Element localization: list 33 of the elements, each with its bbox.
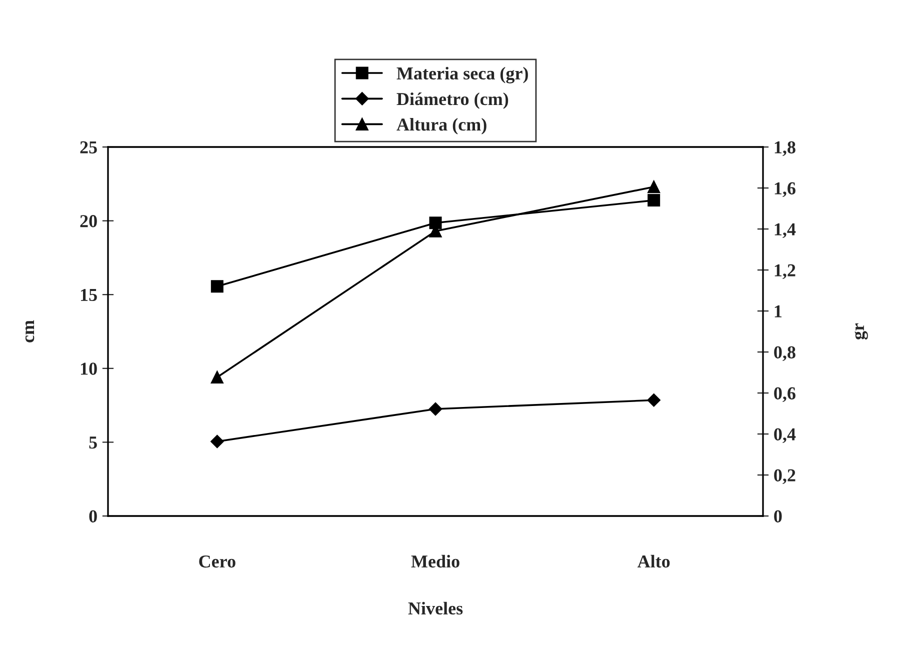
point — [429, 216, 442, 230]
y2-tick-label: 0,8 — [774, 346, 796, 362]
y2-tick-label: 1,6 — [774, 182, 796, 198]
y2-tick-label: 1,4 — [774, 223, 796, 238]
x-tick-label: Alto — [637, 554, 670, 568]
y-axis-title: cm — [26, 320, 34, 342]
y2-tick-label: 0,4 — [774, 428, 796, 444]
y-tick-label: 15 — [80, 288, 97, 302]
point — [428, 402, 442, 416]
point — [210, 280, 224, 293]
y-tick-label: 25 — [80, 141, 97, 154]
y2-tick-label: 1 — [774, 305, 782, 318]
legend-label: Altura (cm) — [396, 118, 486, 134]
point — [648, 194, 660, 207]
y-tick-label: 20 — [80, 215, 97, 228]
point — [648, 180, 660, 194]
point — [210, 434, 224, 448]
y2-tick-label: 1,8 — [774, 141, 796, 156]
y2-tick-label: 0 — [774, 510, 782, 522]
legend-label: Materia seca (gr) — [396, 66, 528, 84]
y-tick-label: 5 — [89, 436, 97, 449]
legend-label: Diámetro (cm) — [396, 92, 508, 109]
y-tick-label: 0 — [89, 510, 97, 522]
x-tick-label: Medio — [411, 554, 460, 568]
y2-tick-label: 0,6 — [774, 387, 796, 402]
point — [647, 394, 660, 407]
y2-tick-label: 0,2 — [774, 469, 796, 484]
y2-tick-label: 1,2 — [774, 264, 796, 280]
y-tick-label: 10 — [80, 362, 97, 375]
point — [210, 371, 224, 384]
x-axis-title: Niveles — [408, 602, 463, 615]
y2-axis-title: gr — [854, 323, 868, 340]
x-tick-label: Cero — [199, 555, 236, 568]
